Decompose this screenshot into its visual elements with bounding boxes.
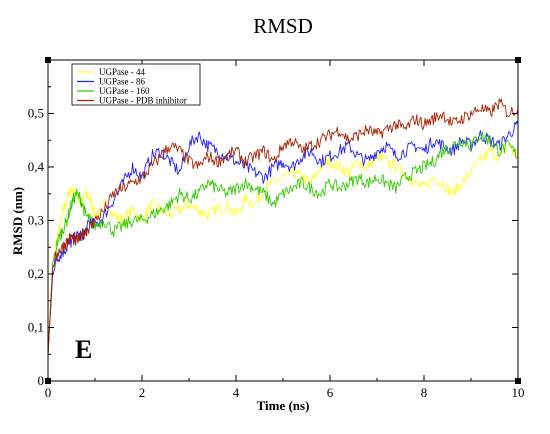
y-tick-label: 0,1: [28, 320, 44, 335]
x-tick-label: 6: [327, 385, 334, 400]
y-tick-label: 0: [38, 373, 45, 388]
corner-markers: [45, 57, 521, 384]
y-tick-label: 0,2: [28, 266, 44, 281]
y-axis-label: RMSD (nm): [10, 187, 25, 255]
series-line-4: [47, 98, 519, 356]
legend-label: UGPase - 86: [99, 77, 145, 87]
legend-label: UGPase - 160: [99, 86, 150, 96]
x-axis-ticks: 0 2 4 6 8 10: [45, 60, 525, 400]
x-tick-label: 10: [512, 385, 525, 400]
corner-marker: [515, 57, 521, 63]
corner-marker: [45, 378, 51, 384]
corner-marker: [515, 378, 521, 384]
legend-label: UGPase - PDB inhibitor: [99, 96, 187, 106]
y-axis-ticks: 0 0,1 0,2 0,3 0,4 0,5: [28, 86, 518, 388]
series-line-1: [47, 143, 519, 357]
x-tick-label: 8: [421, 385, 428, 400]
chart-title: RMSD: [253, 14, 313, 38]
corner-marker: [45, 57, 51, 63]
x-tick-label: 0: [45, 385, 52, 400]
x-tick-label: 2: [139, 385, 146, 400]
series-layer: [47, 98, 519, 357]
panel-label: E: [75, 335, 92, 364]
legend-box: [71, 63, 201, 106]
y-tick-label: 0,3: [28, 213, 44, 228]
series-line-3: [47, 131, 519, 353]
series-line-2: [47, 120, 519, 356]
x-tick-label: 4: [233, 385, 240, 400]
y-tick-label: 0,4: [28, 159, 45, 174]
y-tick-label: 0,5: [28, 106, 44, 121]
legend-label: UGPase - 44: [99, 67, 145, 77]
x-axis-label: Time (ns): [257, 398, 310, 413]
